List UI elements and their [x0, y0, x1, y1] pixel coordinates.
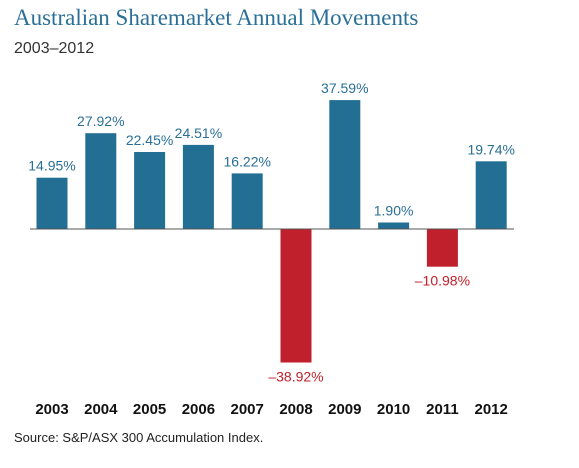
x-tick-2010: 2010 [377, 401, 410, 418]
data-label-2011: –10.98% [415, 273, 470, 289]
x-tick-2009: 2009 [328, 401, 361, 418]
data-label-2009: 37.59% [321, 80, 368, 96]
data-label-2008: –38.92% [268, 369, 323, 385]
bar-2003 [36, 177, 68, 229]
bar-2012 [475, 161, 507, 229]
x-tick-2003: 2003 [35, 401, 68, 418]
data-label-2004: 27.92% [77, 113, 124, 129]
bar-2005 [134, 152, 166, 229]
data-labels-group: 14.95% 27.92%22.45% 24.51%16.22% –38.92% 37.… [28, 80, 515, 384]
bar-2009 [329, 100, 361, 229]
x-tick-2012: 2012 [475, 401, 508, 418]
chart-subtitle: 2003–2012 [14, 40, 95, 57]
data-label-2006: 24.51% [175, 125, 222, 141]
data-label-2003: 14.95% [28, 158, 75, 174]
data-label-2007: 16.22% [223, 153, 270, 169]
data-label-2005: 22.45% [126, 132, 173, 148]
chart-title: Australian Sharemarket Annual Movements [14, 5, 419, 30]
bars-group [36, 100, 507, 363]
bar-2007 [231, 173, 263, 229]
bar-2008 [280, 229, 312, 363]
x-tick-2004: 2004 [84, 401, 118, 418]
x-tick-2006: 2006 [182, 401, 215, 418]
bar-2004 [85, 133, 117, 229]
data-label-2010: 1.90% [374, 203, 414, 219]
bar-2011 [426, 229, 458, 267]
bar-2006 [182, 144, 214, 229]
source-note: Source: S&P/ASX 300 Accumulation Index. [14, 430, 264, 445]
x-tick-2007: 2007 [231, 401, 264, 418]
bar-2010 [378, 222, 410, 229]
x-tick-2011: 2011 [426, 401, 459, 418]
x-tick-2005: 2005 [133, 401, 166, 418]
x-tick-labels-group: 2003 2004 2005 2006 2007 2008 2009 2010 2011 2012 [35, 401, 508, 418]
x-tick-2008: 2008 [279, 401, 312, 418]
data-label-2012: 19.74% [467, 141, 514, 157]
